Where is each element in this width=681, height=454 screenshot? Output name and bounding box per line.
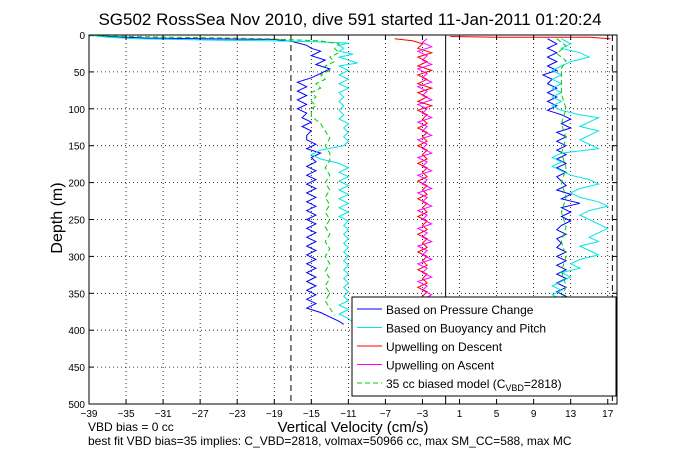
y-tick-label: 450 (68, 363, 85, 374)
series-line (88, 35, 341, 316)
x-tick-label: −35 (118, 409, 135, 420)
series-line (88, 34, 344, 325)
x-tick-label: −11 (340, 409, 357, 420)
x-tick-label: −31 (155, 409, 172, 420)
series-line (555, 38, 567, 301)
series-line (88, 34, 358, 324)
legend-box (351, 296, 617, 397)
legend-label: 35 cc biased model (CVBD=2818) (386, 377, 562, 393)
x-tick-label: −27 (192, 409, 209, 420)
x-tick-label: 17 (602, 409, 614, 420)
legend-label: Upwelling on Descent (386, 340, 503, 354)
series-line (450, 36, 611, 40)
y-tick-label: 50 (74, 68, 86, 79)
y-axis-label: Depth (m) (49, 182, 66, 253)
x-tick-label: −39 (81, 409, 98, 420)
series-line (394, 38, 434, 306)
y-tick-label: 350 (68, 289, 85, 300)
series-line (551, 38, 610, 306)
x-tick-label: 5 (494, 409, 500, 420)
plot-area (88, 34, 611, 325)
x-tick-label: 1 (457, 409, 463, 420)
y-tick-label: 500 (68, 400, 85, 411)
x-tick-label: −23 (229, 409, 246, 420)
y-tick-label: 300 (68, 252, 85, 263)
y-tick-label: 200 (68, 179, 85, 190)
chart-title: SG502 RossSea Nov 2010, dive 591 started… (98, 10, 601, 29)
series-line (541, 38, 581, 306)
legend-label: Upwelling on Ascent (386, 359, 495, 373)
x-tick-label: −3 (417, 409, 429, 420)
y-tick-label: 400 (68, 326, 85, 337)
x-tick-label: −19 (266, 409, 283, 420)
annotation-vbd-bias: VBD bias = 0 cc (88, 420, 174, 434)
legend-label: Based on Buoyancy and Pitch (386, 322, 546, 336)
legend: Based on Pressure Change Based on Buoyanc… (351, 296, 617, 397)
y-tick-label: 0 (79, 31, 85, 42)
x-tick-label: 13 (565, 409, 577, 420)
x-axis-label: Vertical Velocity (cm/s) (278, 419, 429, 436)
x-tick-label: 9 (531, 409, 537, 420)
series-line (416, 38, 434, 306)
legend-label: Based on Pressure Change (386, 303, 534, 317)
annotation-best-fit: best fit VBD bias=35 implies: C_VBD=2818… (88, 434, 572, 448)
x-tick-label: −7 (380, 409, 392, 420)
y-axis-ticks: 0 50 100 150 200 250 300 350 400 450 500 (68, 31, 617, 411)
y-tick-label: 150 (68, 142, 85, 153)
x-axis-ticks: −39 −35 −31 −27 −23 −19 −15 −11 −7 −3 1 5 9 13 17 (81, 35, 614, 420)
y-tick-label: 250 (68, 216, 85, 227)
x-tick-label: −15 (303, 409, 320, 420)
y-tick-label: 100 (68, 105, 85, 116)
